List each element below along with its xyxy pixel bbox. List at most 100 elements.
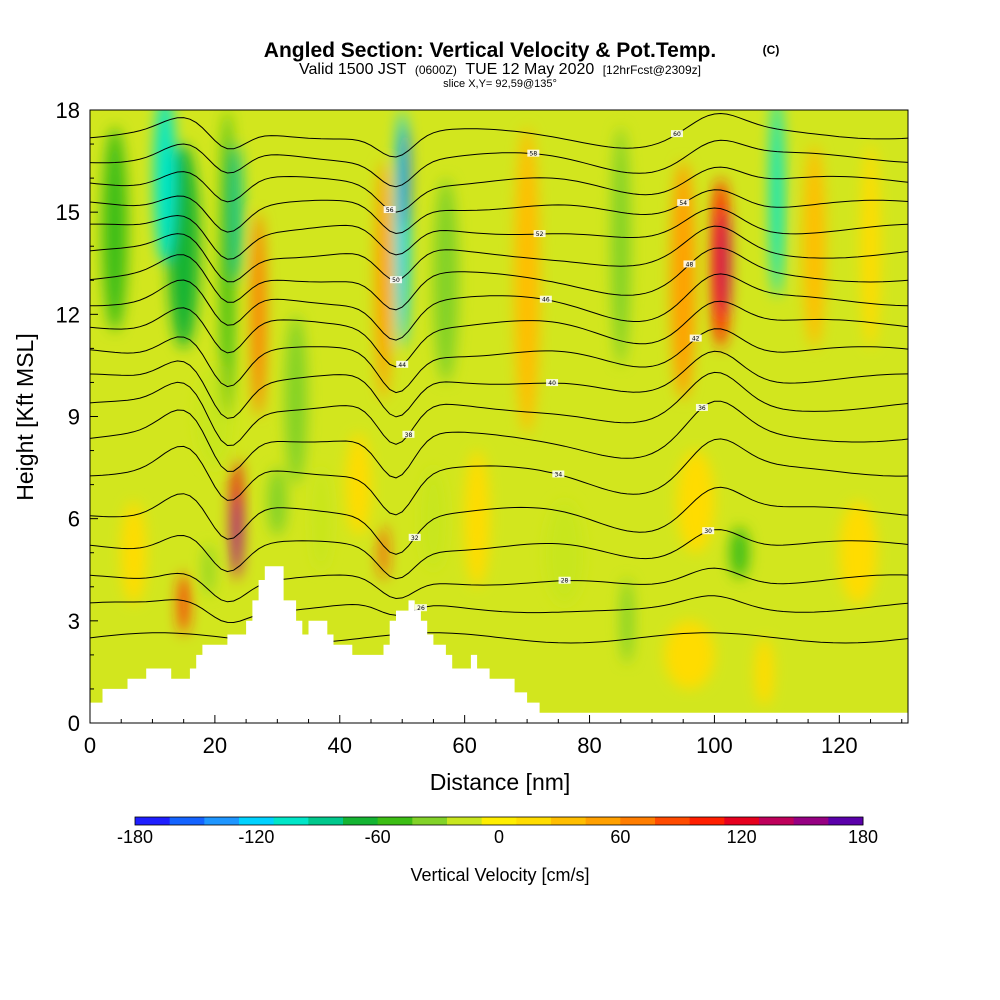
contour-label: 56	[386, 207, 394, 214]
theta-contour-line	[90, 139, 908, 188]
colorbar-swatch	[377, 817, 413, 825]
velocity-feature	[220, 110, 235, 417]
theta-contour-line	[90, 328, 908, 394]
colorbar-frame	[134, 816, 864, 826]
colorbar-swatch	[828, 817, 864, 825]
terrain	[90, 566, 908, 723]
colorbar-swatch	[308, 817, 344, 825]
x-tick-label: 0	[84, 733, 96, 758]
velocity-feature	[267, 467, 287, 536]
contour-label: 52	[536, 231, 544, 238]
colorbar-swatch	[759, 817, 795, 825]
contour-label-bg	[552, 470, 565, 478]
theta-contours: 24262830323436384042444648505254565860	[90, 112, 908, 647]
x-axis-label: Distance [nm]	[430, 769, 571, 795]
colorbar-swatch	[585, 817, 621, 825]
contour-label-bg	[414, 604, 427, 612]
colorbar-swatch	[343, 817, 379, 825]
plot-area: 24262830323436384042444648505254565860	[90, 110, 908, 723]
theta-contour-line	[90, 632, 908, 644]
subtitle-utc: (0600Z)	[415, 63, 457, 77]
colorbar-swatch	[273, 817, 309, 825]
velocity-feature	[231, 144, 243, 281]
velocity-feature	[730, 527, 749, 579]
x-tick-label: 100	[696, 733, 733, 758]
theta-contour-line	[90, 207, 908, 260]
contour-label-bg	[702, 527, 715, 535]
colorbar-swatch	[169, 817, 205, 825]
contour-label: 50	[392, 277, 400, 284]
velocity-feature	[803, 144, 826, 349]
contour-label: 44	[398, 362, 406, 369]
velocity-feature	[154, 110, 176, 264]
contour-label-bg	[683, 260, 696, 268]
y-axis-label: Height [Kft MSL]	[12, 333, 38, 500]
contour-label: 60	[673, 131, 681, 138]
velocity-feature	[433, 178, 459, 383]
theta-contour-line	[90, 189, 908, 235]
velocity-feature	[346, 433, 371, 536]
colorbar-tick-label: -120	[238, 827, 274, 847]
y-tick-label: 18	[56, 98, 80, 123]
subtitle-fcst: [12hrFcst@2309z]	[603, 63, 701, 77]
colorbar-swatch	[655, 817, 691, 825]
contour-label-bg	[558, 576, 571, 584]
theta-contour-line	[90, 225, 908, 283]
colorbar-swatch	[689, 817, 725, 825]
contour-label: 54	[679, 200, 687, 207]
velocity-feature	[178, 573, 189, 635]
chart-title: Angled Section: Vertical Velocity & Pot.…	[264, 39, 716, 62]
colorbar-swatch	[204, 817, 240, 825]
contour-label: 38	[405, 432, 413, 439]
theta-contour-line	[90, 273, 908, 341]
velocity-feature	[514, 127, 540, 434]
contour-label-bg	[670, 130, 683, 138]
y-tick-label: 3	[68, 609, 80, 634]
subtitle-date: TUE 12 May 2020	[465, 61, 594, 78]
velocity-feature	[770, 110, 784, 298]
velocity-feature	[664, 620, 715, 689]
colorbar: -180 -120 -60 0 60 120 180	[117, 816, 878, 847]
contour-label-bg	[546, 379, 559, 387]
y-tick-label: 9	[68, 405, 80, 430]
theta-contour-line	[90, 438, 908, 516]
contour-label: 48	[686, 261, 694, 268]
velocity-feature	[755, 637, 774, 706]
velocity-feature	[311, 467, 331, 570]
theta-contour-line	[90, 247, 908, 311]
y-tick-label: 0	[68, 711, 80, 736]
contour-label: 46	[542, 297, 550, 304]
velocity-feature	[203, 544, 214, 596]
velocity-feature	[375, 161, 392, 400]
theta-contour-line	[90, 529, 908, 580]
contour-label: 34	[555, 471, 563, 478]
contour-label: 28	[561, 578, 569, 585]
contour-label: 40	[548, 380, 556, 387]
contour-label-bg	[539, 295, 552, 303]
theta-contour-line	[90, 567, 908, 603]
colorbar-swatch	[239, 817, 275, 825]
x-tick-label: 60	[452, 733, 476, 758]
y-tick-label: 15	[56, 200, 80, 225]
colorbar-swatch	[724, 817, 760, 825]
velocity-feature	[464, 450, 490, 587]
contour-label: 58	[530, 151, 538, 158]
velocity-feature	[611, 127, 631, 366]
colorbar-swatch	[412, 817, 448, 825]
subtitle-valid: Valid 1500 JST	[299, 61, 407, 78]
theta-contour-line	[90, 595, 908, 624]
colorbar-title: Vertical Velocity [cm/s]	[410, 865, 589, 885]
theta-contour-line	[90, 112, 908, 158]
title-mark: (C)	[763, 43, 780, 57]
velocity-feature	[102, 127, 128, 332]
colorbar-swatch	[620, 817, 656, 825]
contour-label: 26	[417, 605, 425, 612]
colorbar-swatch	[447, 817, 483, 825]
velocity-feature	[121, 501, 147, 604]
velocity-feature	[676, 450, 715, 553]
theta-contour-line	[90, 486, 908, 555]
contour-label-bg	[408, 533, 421, 541]
vertical-velocity-field	[102, 110, 880, 706]
